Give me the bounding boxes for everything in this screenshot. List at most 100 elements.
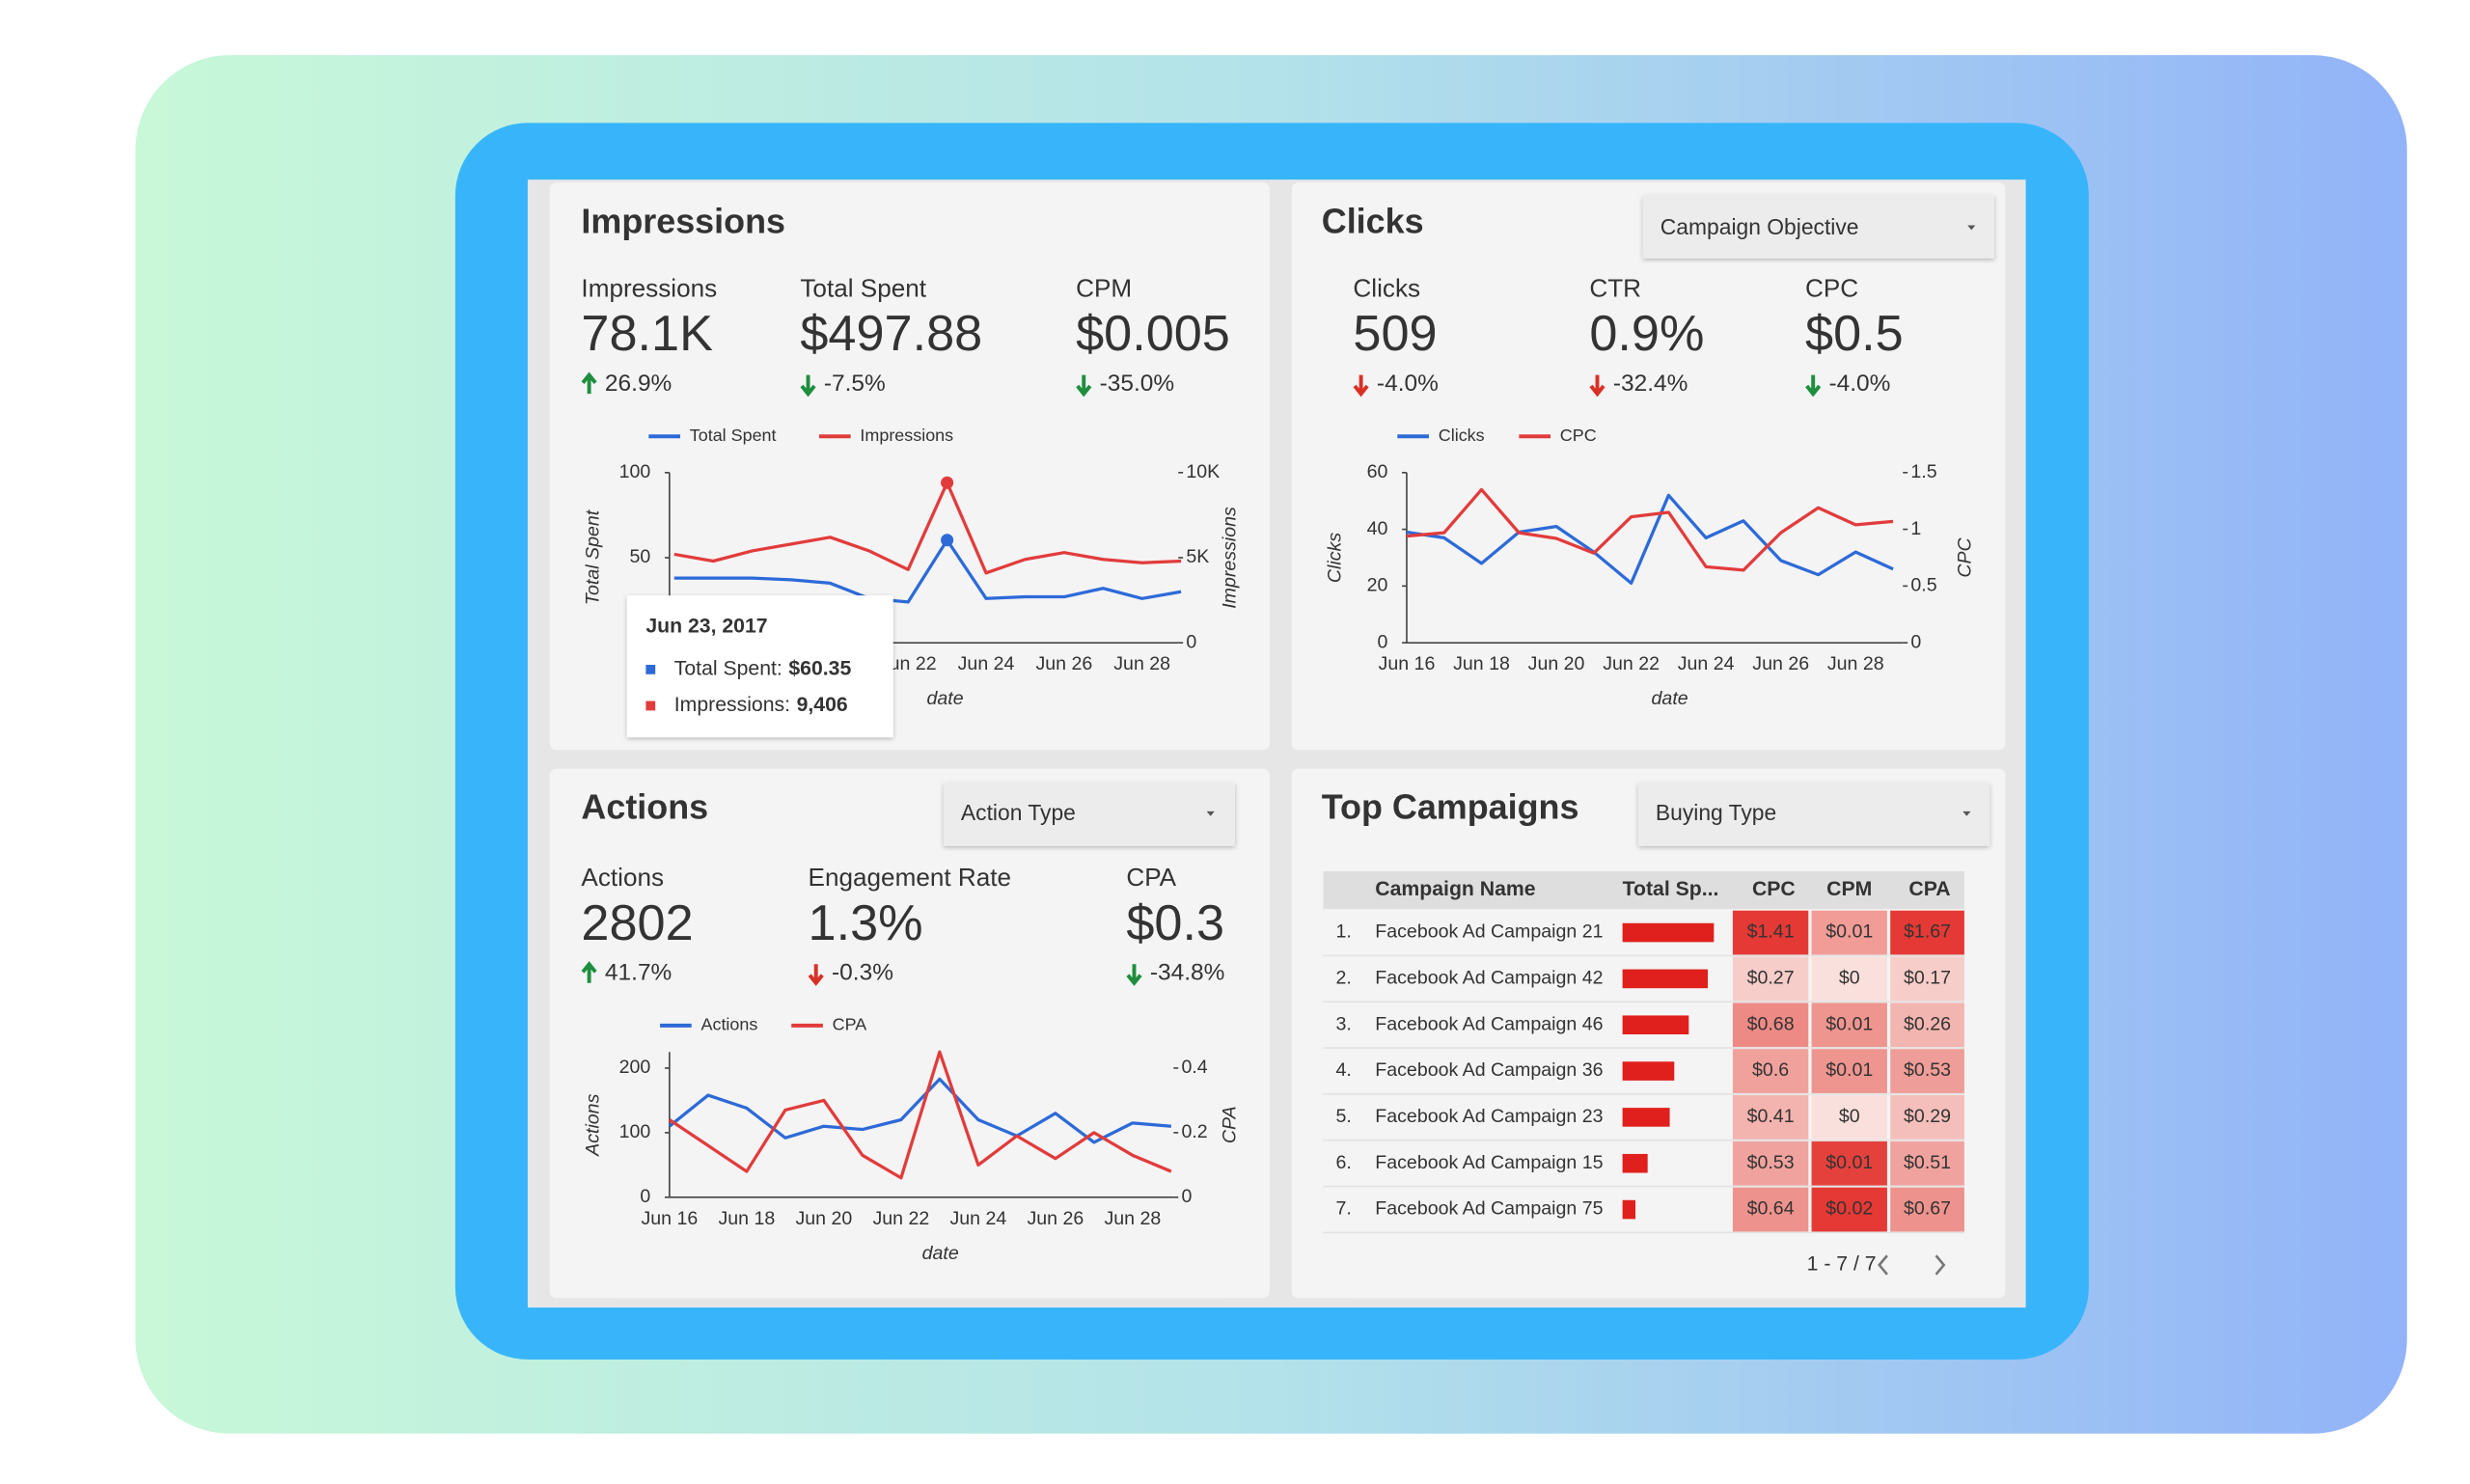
dropdown[interactable]: Buying Type	[1637, 783, 1990, 846]
cell-value: $0.6	[1752, 1059, 1789, 1081]
y-axis-title: Actions	[583, 1093, 604, 1156]
x-tick-label: Jun 16	[641, 1208, 698, 1229]
dropdown[interactable]: Campaign Objective	[1642, 195, 1994, 259]
heat-cell	[1732, 1187, 1809, 1232]
heat-cell	[1890, 1003, 1964, 1048]
series-line	[673, 538, 1182, 604]
table-header-bg	[1323, 870, 1964, 910]
kpi-label: CTR	[1589, 273, 1641, 302]
heat-cell	[1732, 1049, 1809, 1093]
cell-value: $0.64	[1747, 1198, 1795, 1220]
trend-arrow	[808, 964, 824, 986]
row-rank: 7.	[1335, 1198, 1351, 1220]
tooltip-label: Total Spent:	[674, 658, 782, 680]
x-tick-label: Jun 22	[872, 1208, 929, 1229]
heat-cell	[1732, 910, 1809, 955]
y2-tick-label: 0.5	[1910, 575, 1936, 596]
heat-cell	[1811, 1187, 1887, 1232]
heat-cell	[1811, 1140, 1887, 1186]
dropdown[interactable]: Action Type	[943, 783, 1235, 846]
kpi-value: $497.88	[800, 306, 982, 362]
tooltip-value: $60.35	[788, 658, 851, 680]
trend-arrow	[1589, 374, 1606, 398]
column-header: Campaign Name	[1375, 878, 1535, 900]
panel-title: Top Campaigns	[1322, 787, 1579, 827]
hover-point	[941, 534, 954, 547]
kpi-delta: -34.8%	[1150, 959, 1225, 985]
kpi-value: $0.3	[1126, 895, 1224, 951]
spend-bar	[1622, 1015, 1689, 1035]
dropdown-label[interactable]: Campaign Objective	[1660, 214, 1859, 239]
x-tick-label: Jun 26	[1027, 1208, 1084, 1229]
kpi-delta: -7.5%	[824, 371, 886, 397]
dropdown-box[interactable]	[943, 783, 1235, 846]
spend-bar	[1622, 1199, 1636, 1220]
heat-cell	[1732, 1140, 1809, 1186]
kpi-value: 0.9%	[1589, 306, 1704, 362]
heat-cell	[1811, 1049, 1887, 1093]
heat-cell	[1890, 1049, 1964, 1093]
x-axis-title: date	[1652, 688, 1688, 709]
x-tick-label: Jun 24	[958, 653, 1015, 674]
legend-label: CPA	[833, 1015, 867, 1034]
heat-cell	[1890, 910, 1964, 955]
heat-cell	[1732, 956, 1809, 1002]
trend-arrow	[1353, 374, 1369, 398]
heat-cell	[1811, 1095, 1887, 1140]
heat-cell	[1890, 1140, 1964, 1186]
y-tick-label: 40	[1367, 518, 1388, 539]
dropdown-box[interactable]	[1637, 783, 1990, 846]
kpi-label: Engagement Rate	[809, 863, 1011, 892]
legend-label: CPC	[1560, 426, 1597, 445]
y2-tick-label: 10K	[1186, 461, 1220, 482]
panel-title: Impressions	[581, 201, 785, 240]
kpi-label: CPA	[1126, 863, 1176, 892]
series-line	[1406, 493, 1894, 586]
kpi-delta: -4.0%	[1377, 371, 1439, 397]
y-tick-label: 20	[1367, 575, 1388, 596]
prev-page[interactable]	[1878, 1254, 1888, 1276]
dropdown-label[interactable]: Action Type	[961, 800, 1076, 825]
next-page[interactable]	[1935, 1254, 1946, 1276]
row-rank: 3.	[1335, 1013, 1351, 1034]
kpi-label: Actions	[581, 863, 664, 892]
row-rank: 6.	[1335, 1152, 1351, 1173]
cell-value: $0.68	[1747, 1013, 1795, 1034]
cell-value: $0.53	[1904, 1059, 1951, 1081]
x-axis-title: date	[927, 688, 964, 709]
series-line	[673, 481, 1182, 575]
x-tick-label: Jun 26	[1035, 653, 1092, 674]
y-tick-label: 50	[630, 546, 651, 567]
panel-title: Actions	[581, 787, 708, 827]
kpi-label: Impressions	[581, 273, 717, 302]
trend-arrow	[581, 371, 597, 395]
legend-label: Actions	[701, 1015, 758, 1034]
kpi-delta: 41.7%	[605, 959, 672, 985]
y-tick-label: 0	[640, 1186, 650, 1207]
y-tick-label: 0	[1377, 631, 1387, 652]
cell-value: $0.01	[1825, 1059, 1873, 1081]
dropdown-label[interactable]: Buying Type	[1656, 800, 1776, 825]
column-header: Total Sp...	[1623, 878, 1719, 900]
kpi-value: 509	[1353, 306, 1437, 362]
hover-point	[941, 476, 954, 489]
y2-tick-label: 0	[1186, 631, 1196, 652]
x-tick-label: Jun 28	[1113, 653, 1170, 674]
spend-bar	[1622, 922, 1715, 943]
dropdown-caret	[1962, 811, 1971, 816]
kpi-value: 78.1K	[581, 306, 713, 362]
y2-tick-label: 1.5	[1910, 461, 1936, 482]
heat-cell	[1732, 1095, 1809, 1140]
x-tick-label: Jun 26	[1752, 653, 1809, 674]
spend-bar	[1622, 1061, 1675, 1081]
dropdown-caret	[1206, 811, 1215, 816]
dropdown-box[interactable]	[1642, 195, 1994, 259]
cell-value: $0.51	[1904, 1152, 1951, 1173]
y-tick-label: 100	[619, 1121, 651, 1142]
cell-value: $0.01	[1825, 1013, 1873, 1034]
y2-tick-label: 5K	[1186, 546, 1209, 567]
campaign-name: Facebook Ad Campaign 36	[1375, 1059, 1603, 1081]
legend-label: Clicks	[1439, 426, 1485, 445]
